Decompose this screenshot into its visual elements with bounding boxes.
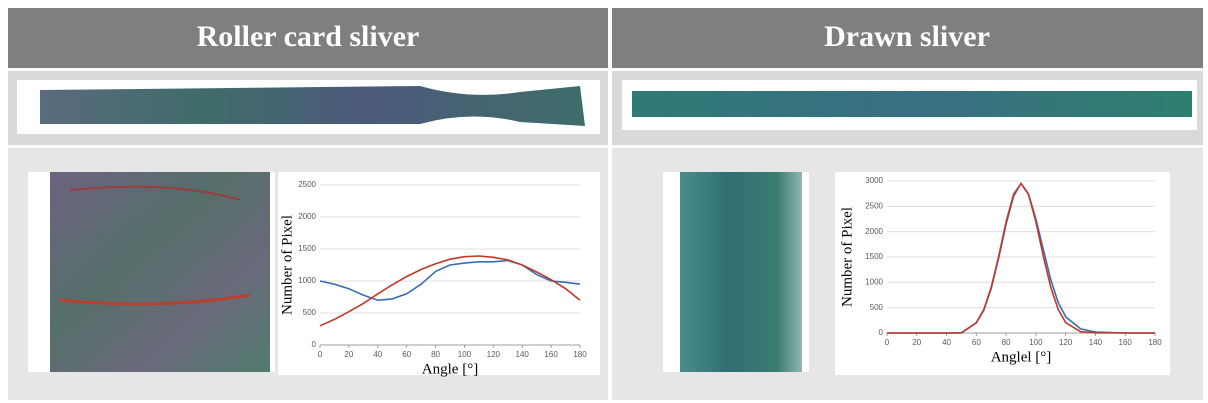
- x-tick-label: 20: [912, 338, 921, 347]
- panel-title: Roller card sliver: [197, 20, 420, 53]
- x-tick-label: 100: [1029, 338, 1043, 347]
- y-tick-label: 2000: [298, 212, 316, 221]
- x-tick-label: 0: [318, 350, 323, 359]
- y-axis-label: Number of Pixel: [279, 215, 295, 315]
- x-tick-label: 180: [573, 350, 587, 359]
- x-axis-label: Anglel [°]: [991, 349, 1052, 365]
- y-tick-label: 0: [879, 328, 884, 337]
- panel-title: Drawn sliver: [824, 20, 990, 53]
- sliver-image: [632, 91, 1192, 117]
- x-tick-label: 140: [1089, 338, 1103, 347]
- y-tick-label: 500: [303, 308, 317, 317]
- y-tick-label: 1500: [865, 252, 883, 261]
- x-tick-label: 120: [1059, 338, 1073, 347]
- x-tick-label: 120: [487, 350, 501, 359]
- y-tick-label: 1500: [298, 244, 316, 253]
- x-tick-label: 60: [402, 350, 411, 359]
- x-tick-label: 20: [344, 350, 353, 359]
- y-tick-label: 2000: [865, 227, 883, 236]
- x-tick-label: 160: [544, 350, 558, 359]
- y-axis-label: Number of Pixel: [839, 207, 855, 307]
- y-tick-label: 2500: [865, 201, 883, 210]
- x-tick-label: 180: [1148, 338, 1162, 347]
- x-tick-label: 40: [942, 338, 951, 347]
- x-axis-label: Angle [°]: [422, 361, 478, 377]
- fiber-image: [50, 172, 270, 372]
- x-tick-label: 80: [1002, 338, 1011, 347]
- x-tick-label: 80: [431, 350, 440, 359]
- fiber-image: [680, 172, 802, 372]
- x-tick-label: 100: [458, 350, 472, 359]
- y-tick-label: 1000: [298, 276, 316, 285]
- y-tick-label: 0: [312, 340, 317, 349]
- x-tick-label: 140: [516, 350, 530, 359]
- x-tick-label: 40: [373, 350, 382, 359]
- y-tick-label: 3000: [865, 176, 883, 185]
- x-tick-label: 60: [972, 338, 981, 347]
- y-tick-label: 1000: [865, 277, 883, 286]
- y-tick-label: 500: [870, 303, 884, 312]
- y-tick-label: 2500: [298, 180, 316, 189]
- x-tick-label: 160: [1119, 338, 1133, 347]
- figure: Roller card sliver Drawn sliver 05001000…: [0, 0, 1208, 403]
- x-tick-label: 0: [885, 338, 890, 347]
- chart-frame: [278, 172, 600, 375]
